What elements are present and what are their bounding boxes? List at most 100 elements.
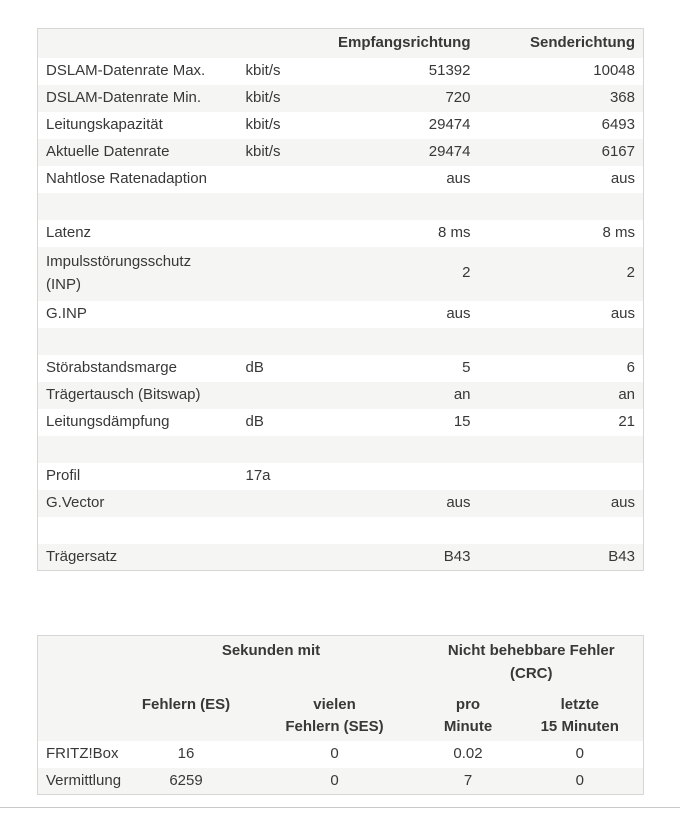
value-crc-per-minute: 7 (463, 771, 473, 789)
value-crc-last-15-minutes: 0 (575, 744, 584, 762)
spacer-row (37, 435, 644, 463)
value-upstream: 6493 (601, 115, 635, 133)
header-crc-line1: Nicht behebbare Fehler (447, 642, 615, 659)
value-downstream: aus (446, 493, 471, 511)
row-unit (238, 247, 314, 301)
value-downstream: 29474 (428, 142, 471, 160)
header-per-min-line1: pro (455, 695, 481, 713)
row-label: G.INP (46, 304, 87, 322)
value-upstream: B43 (608, 547, 635, 565)
row-label: Trägertausch (Bitswap) (46, 385, 201, 403)
row-label: Trägersatz (46, 547, 118, 565)
header-crc-line2: (CRC) (510, 664, 553, 682)
value-downstream: 51392 (428, 61, 471, 79)
row-label: DSLAM-Datenrate Min. (46, 88, 202, 106)
row-unit (238, 544, 314, 571)
row-unit (238, 301, 314, 328)
row-unit: kbit/s (245, 88, 281, 106)
header-pro-minute: pro Minute (420, 690, 517, 741)
header-crc-fehler: Nicht behebbare Fehler (CRC) (420, 636, 644, 690)
row-ginp: G.INP aus aus (38, 301, 644, 328)
row-label: Nahtlose Ratenadaption (46, 169, 207, 187)
row-label: Vermittlung… (46, 771, 123, 789)
value-downstream: 720 (445, 88, 471, 106)
row-profil: Profil 17a (38, 463, 644, 490)
row-label: Störabstandsmarge (46, 358, 177, 376)
value-downstream: 8 ms (437, 223, 471, 241)
spacer-row (38, 517, 644, 544)
row-aktuelle-datenrate: Aktuelle Datenrate kbit/s 29474 6167 (37, 138, 644, 166)
row-unit: dB (245, 358, 264, 376)
error-counters-table: Sekunden mit Nicht behebbare Fehler (CRC… (37, 635, 645, 795)
value-upstream: aus (610, 169, 635, 187)
row-label: DSLAM-Datenrate Max. (46, 61, 206, 79)
row-unit: kbit/s (245, 142, 281, 160)
value-downstream: 15 (453, 412, 471, 430)
value-crc-per-minute: 0.02 (453, 744, 483, 762)
row-label: G.Vector (46, 493, 105, 511)
row-dslam-datenrate-max: DSLAM-Datenrate Max. kbit/s 51392 10048 (38, 58, 644, 85)
value-crc-last-15-minutes: 0 (575, 771, 584, 789)
row-traegersatz: Trägersatz B43 B43 (37, 543, 644, 571)
value-upstream (479, 463, 644, 490)
row-label: Profil (46, 466, 81, 484)
value-upstream: 6167 (601, 142, 635, 160)
row-label: Latenz (46, 223, 92, 241)
value-ses: 0 (330, 744, 339, 762)
row-label-line1: Impulsstörungsschutz (46, 253, 192, 270)
row-label: Leitungsdämpfung (46, 412, 170, 430)
header-vielen-fehlern-ses: vielen Fehlern (SES) (250, 690, 420, 741)
spacer-row (37, 192, 644, 220)
value-upstream: 368 (609, 88, 635, 106)
header-last15-line2: 15 Minuten (540, 718, 619, 735)
header-empty-label (38, 29, 238, 58)
page-divider (0, 807, 680, 808)
value-downstream: an (453, 385, 471, 403)
value-upstream: aus (610, 493, 635, 511)
header-last15-line1: letzte (560, 695, 599, 713)
dsl-header-row: Empfangsrichtung Senderichtung (37, 28, 644, 58)
header-empty-unit (238, 29, 314, 58)
header-ses-line1: vielen (313, 695, 356, 713)
value-downstream: B43 (443, 547, 471, 565)
value-downstream (314, 463, 479, 490)
header-per-min-line2: Minute (443, 718, 493, 735)
dsl-parameters-table: Empfangsrichtung Senderichtung DSLAM-Dat… (37, 28, 644, 571)
value-upstream: 6 (626, 358, 635, 376)
header-empty-corner2 (38, 690, 123, 741)
header-senderichtung: Senderichtung (529, 34, 635, 51)
row-unit (238, 220, 314, 247)
row-label: Aktuelle Datenrate (46, 142, 170, 160)
header-letzte-15-minuten: letzte 15 Minuten (517, 690, 644, 741)
row-impulsstoerungsschutz: Impulsstörungsschutz (INP) 2 2 (37, 246, 644, 301)
error-group-header-row: Sekunden mit Nicht behebbare Fehler (CRC… (37, 635, 644, 690)
row-unit (238, 490, 314, 517)
row-unit: kbit/s (245, 115, 281, 133)
row-traegertausch-bitswap: Trägertausch (Bitswap) an an (37, 381, 644, 409)
header-sekunden-mit: Sekunden mit (221, 642, 321, 659)
value-upstream: 2 (626, 264, 635, 282)
row-unit: dB (245, 412, 264, 430)
value-downstream: 2 (462, 264, 471, 282)
row-unit (238, 166, 314, 193)
header-fehlern-es: Fehlern (ES) (141, 695, 231, 713)
row-gvector: G.Vector aus aus (37, 489, 644, 517)
value-ses: 0 (330, 771, 339, 789)
row-fritzbox-errors: FRITZ!Box 16 0 0.02 0 (38, 741, 644, 768)
row-nahtlose-ratenadaption: Nahtlose Ratenadaption aus aus (38, 166, 644, 193)
value-downstream: 5 (462, 358, 471, 376)
row-label-line2: (INP) (46, 275, 81, 293)
value-upstream: aus (610, 304, 635, 322)
row-leitungsdaempfung: Leitungsdämpfung dB 15 21 (38, 409, 644, 436)
value-es: 16 (177, 744, 195, 762)
row-leitungskapazitaet: Leitungskapazität kbit/s 29474 6493 (38, 112, 644, 139)
value-downstream: aus (446, 169, 471, 187)
value-downstream: aus (446, 304, 471, 322)
row-latenz: Latenz 8 ms 8 ms (38, 220, 644, 247)
row-label: FRITZ!Box (46, 744, 119, 762)
row-vermittlungsstelle-errors: Vermittlung… 6259 0 7 0 (37, 767, 644, 795)
row-dslam-datenrate-min: DSLAM-Datenrate Min. kbit/s 720 368 (37, 84, 644, 112)
value-es: 6259 (169, 771, 203, 789)
value-downstream: 29474 (428, 115, 471, 133)
